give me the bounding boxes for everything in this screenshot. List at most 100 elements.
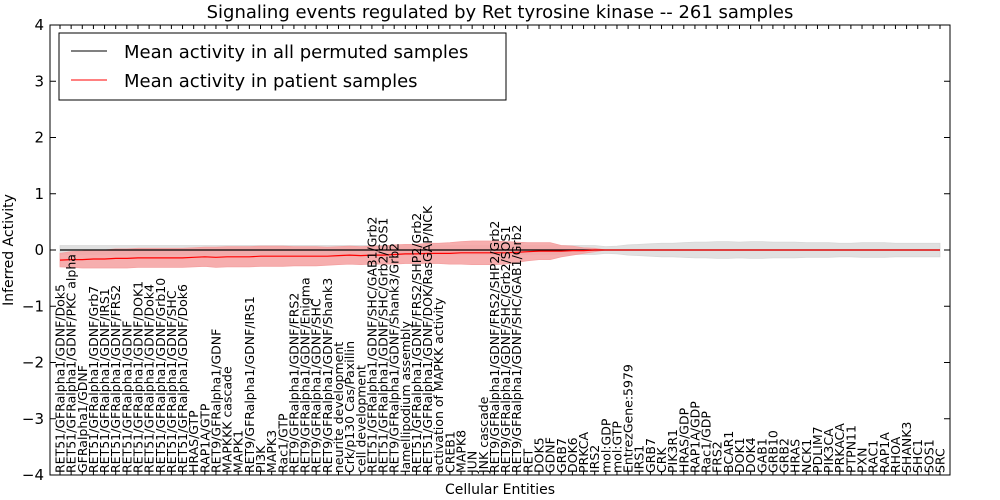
legend: Mean activity in all permuted samples Me… <box>58 32 507 101</box>
x-tick-label: JUN <box>465 451 480 474</box>
x-tick-label: PRKACA <box>832 423 847 473</box>
x-tick-label: RET9/GFRalpha1/GDNF/Shank3/Grb2 <box>387 243 402 473</box>
x-tick-label: SRC <box>933 448 948 473</box>
x-tick-label: SHANK3 <box>899 422 914 473</box>
y-tick-label: 0 <box>34 241 44 259</box>
x-tick-label: DOK5 <box>532 437 547 473</box>
x-tick-label: lamellipodium assembly <box>398 321 413 473</box>
x-tick-label: RET51/GFRalpha1/GDNF/Dok5 <box>53 284 68 473</box>
x-tick-label: IRS2 <box>587 445 602 473</box>
y-tick-label: 3 <box>34 72 44 90</box>
x-tick-label: RET9/GFRalpha1/GDNF/Enigma <box>298 277 313 473</box>
x-tick-label: CREB1 <box>442 431 457 473</box>
x-tick-label: RET9/GFRalpha1/GDNF/Shank3 <box>320 278 335 473</box>
y-tick-label: 1 <box>34 185 44 203</box>
x-tick-label: RHOA <box>888 436 903 473</box>
x-tick-label: RET9/GFRalpha1/GDNF/SHC <box>309 298 324 473</box>
x-axis: RET51/GFRalpha1/GDNF/Dok5RET51/GFRalpha1… <box>53 25 948 475</box>
legend-label-permuted: Mean activity in all permuted samples <box>124 42 468 63</box>
x-tick-label: GRB7 <box>643 438 658 473</box>
x-tick-label: RET51/GFRalpha1/GDNF/DOK1 <box>131 281 146 473</box>
x-tick-label: HRAS <box>788 439 803 473</box>
x-tick-label: RET51/GFRalpha1/GDNF/Grb10 <box>153 278 168 473</box>
x-tick-label: NCK1 <box>799 439 814 473</box>
x-tick-label: mol:GTP <box>610 421 625 473</box>
x-tick-label: RET51/GFRalpha1/GDNF/PKC alpha <box>64 254 79 473</box>
legend-frame <box>58 32 507 101</box>
x-tick-label: BCAR1 <box>721 431 736 473</box>
y-tick-label: −2 <box>22 354 44 372</box>
y-axis: −4 −3 −2 −1 0 1 2 3 4 <box>22 16 950 484</box>
x-tick-label: EntrezGene:5979 <box>621 364 636 473</box>
x-tick-label: PDLIM7 <box>810 426 825 473</box>
x-tick-label: RET51/GFRalpha1/GDNF/SHC/Grb2/SOS1 <box>376 218 391 473</box>
x-tick-label: RET9/GFRalpha1/GDNF/FRS2 <box>286 293 301 473</box>
x-tick-label: GRB7 <box>554 438 569 473</box>
x-tick-label: RET9/GFRalpha1/GDNF/FRS2/SHP2/Grb2 <box>487 221 502 473</box>
x-tick-label: HRAS/GTP <box>186 410 201 473</box>
chart-title: Signaling events regulated by Ret tyrosi… <box>207 2 794 23</box>
x-tick-label: GRB10 <box>765 430 780 473</box>
x-tick-label: HRAS/GDP <box>676 407 691 473</box>
x-tick-label: RET51/GFRalpha1/GDNF <box>119 321 134 473</box>
x-tick-label: neurite development <box>331 342 346 473</box>
x-tick-label: RET51/GFRalpha1/GDNF/SHC <box>164 290 179 473</box>
x-tick-label: RET51/GFRalpha1/GDNF/IRS1 <box>97 288 112 473</box>
x-tick-label: PTPN11 <box>843 425 858 473</box>
x-tick-label: PIK3R1 <box>665 429 680 473</box>
x-tick-label: RAC1 <box>866 440 881 473</box>
series-line-patient <box>59 249 940 261</box>
x-tick-label: RET51/GFRalpha1/GDNF/Dok6 <box>175 284 190 473</box>
x-tick-label: cell development <box>353 365 368 473</box>
x-tick-label: Rac1/GDP <box>699 411 714 473</box>
series-lines <box>59 249 940 261</box>
x-tick-label: RET9/GFRalpha1/GDNF <box>208 329 223 473</box>
x-tick-label: MAPK8 <box>454 430 469 473</box>
x-tick-label: Crk/p130 Cas/Paxillin <box>342 341 357 473</box>
x-tick-label: GAB1 <box>754 438 769 473</box>
x-tick-label: SHC1 <box>910 439 925 473</box>
x-tick-label: RAP1A/GTP <box>197 403 212 473</box>
y-tick-label: −3 <box>22 410 44 428</box>
x-tick-label: RET51/GFRalpha1/GDNF/FRS2/SHP2/Grb2 <box>409 213 424 473</box>
x-tick-label: RET51/GFRalpha1/GDNF/FRS2 <box>108 285 123 473</box>
x-tick-label: PRKCA <box>576 432 591 473</box>
x-tick-label: GRB2 <box>777 438 792 473</box>
x-tick-label: CRK <box>654 447 669 473</box>
x-tick-label: GFRalpha1/GDNF <box>75 365 90 473</box>
y-axis-label: Inferred Activity <box>1 194 17 306</box>
x-tick-label: FRS2 <box>710 441 725 473</box>
x-tick-label: RET51/GFRalpha1/GDNF/Grb7 <box>86 286 101 473</box>
x-tick-label: DOK6 <box>565 437 580 473</box>
x-tick-label: MAPK1 <box>231 430 246 473</box>
x-tick-label: PXN <box>855 448 870 473</box>
x-tick-label: GDNF <box>543 437 558 473</box>
x-tick-label: RET9/GFRalpha1/GDNF/SHC/GAB1/Grb2 <box>509 224 524 473</box>
x-tick-label: RET51/GFRalpha1/GDNF/DOK/RasGAP/NCK <box>420 205 435 473</box>
x-tick-label: RAP1A/GDP <box>687 401 702 473</box>
x-tick-label: RET <box>520 448 535 473</box>
x-tick-label: DOK4 <box>743 437 758 473</box>
y-tick-label: 2 <box>34 129 44 147</box>
x-tick-label: SOS1 <box>921 439 936 473</box>
x-tick-label: RET9/GFRalpha1/GDNF/SHC/Grb2/SOS1 <box>498 226 513 473</box>
y-tick-label: −1 <box>22 297 44 315</box>
x-tick-label: mol:GDP <box>598 418 613 473</box>
x-tick-label: Rac1/GTP <box>275 413 290 473</box>
x-tick-label: IRS1 <box>632 445 647 473</box>
x-tick-label: RAP1A <box>877 432 892 473</box>
x-tick-label: PIK3CA <box>821 428 836 473</box>
x-tick-label: PI3K <box>253 445 268 473</box>
x-tick-label: RET51/GFRalpha1/GDNF/SHC/GAB1/Grb2 <box>364 217 379 473</box>
x-tick-label: DOK1 <box>732 437 747 473</box>
y-tick-label: 4 <box>34 16 44 34</box>
x-tick-label: RET51/GFRalpha1/GDNF/Dok4 <box>142 284 157 473</box>
x-axis-label: Cellular Entities <box>445 482 555 498</box>
x-tick-label: activation of MAPKK activity <box>431 297 446 473</box>
y-tick-label: −4 <box>22 466 44 484</box>
x-tick-label: MAPK3 <box>264 430 279 473</box>
x-tick-label: RET9/GFRalpha1/GDNF/IRS1 <box>242 296 257 473</box>
legend-label-patient: Mean activity in patient samples <box>124 71 418 92</box>
x-tick-label: JNK cascade <box>476 396 491 474</box>
